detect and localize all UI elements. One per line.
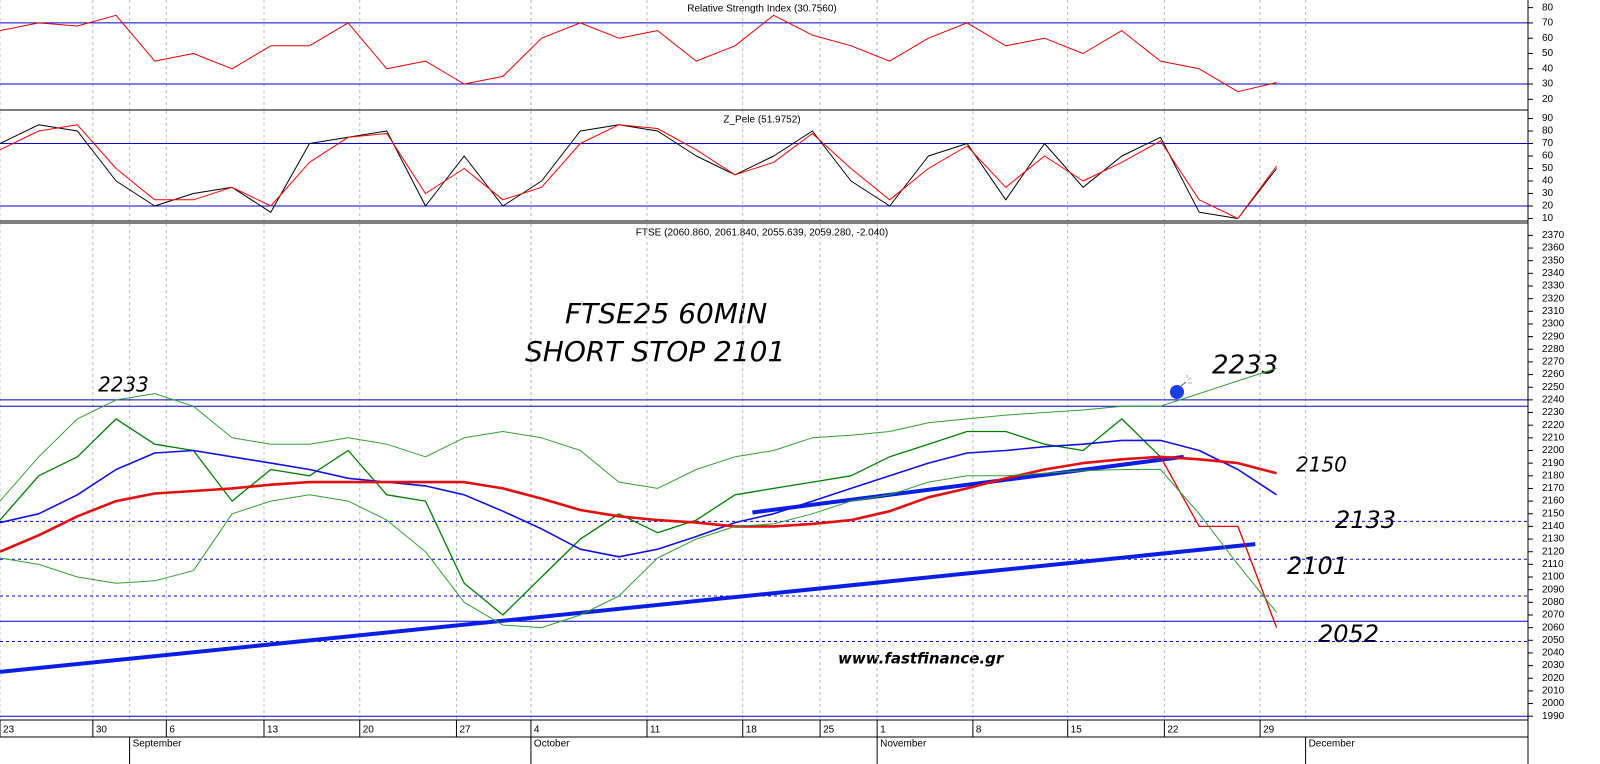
panel-title: FTSE (2060.860, 2061.840, 2055.639, 2059…	[636, 228, 888, 239]
month-label: December	[1309, 739, 1356, 750]
y-tick-label: 70	[1542, 138, 1554, 149]
series-line	[0, 124, 1277, 219]
series-line	[0, 14, 1277, 93]
y-tick-label: 10	[1542, 213, 1554, 224]
y-tick-label: 2190	[1542, 458, 1565, 469]
y-tick-label: 2330	[1542, 281, 1565, 292]
x-tick-label: 1	[880, 725, 886, 736]
y-tick-label: 1990	[1542, 711, 1565, 722]
y-tick-label: 2340	[1542, 268, 1565, 279]
annotation: 2150	[1296, 453, 1347, 477]
panel-title: Z_Pele (51.9752)	[723, 115, 800, 126]
annotation: 2052	[1318, 620, 1379, 648]
month-label: October	[534, 739, 570, 750]
x-tick-label: 29	[1263, 725, 1275, 736]
month-label: September	[133, 739, 183, 750]
y-tick-label: 20	[1542, 94, 1554, 105]
y-tick-label: 2150	[1542, 508, 1565, 519]
y-tick-label: 2010	[1542, 686, 1565, 697]
annotation: 2133	[1335, 506, 1396, 534]
annotation: www.fastfinance.gr	[838, 650, 1005, 668]
y-tick-label: 2080	[1542, 597, 1565, 608]
annotation: 2101	[1287, 552, 1348, 580]
y-tick-label: 60	[1542, 33, 1554, 44]
y-tick-label: 2260	[1542, 369, 1565, 380]
panel-title: Relative Strength Index (30.7560)	[687, 4, 837, 15]
y-tick-label: 2370	[1542, 230, 1565, 241]
y-tick-label: 2140	[1542, 521, 1565, 532]
y-tick-label: 2090	[1542, 584, 1565, 595]
x-tick-label: 15	[1071, 725, 1083, 736]
y-tick-label: 2050	[1542, 635, 1565, 646]
x-tick-label: 18	[746, 725, 758, 736]
series-line	[0, 439, 1278, 558]
y-tick-label: 60	[1542, 151, 1554, 162]
annotation: FTSE25 60MIN	[565, 297, 767, 330]
y-tick-label: 2000	[1542, 698, 1565, 709]
y-tick-label: 2220	[1542, 420, 1565, 431]
y-tick-label: 50	[1542, 163, 1554, 174]
y-tick-label: 40	[1542, 176, 1554, 187]
y-tick-label: 2360	[1542, 243, 1565, 254]
series-line	[0, 455, 1277, 553]
x-tick-label: 23	[3, 725, 15, 736]
y-tick-label: 90	[1542, 113, 1554, 124]
y-tick-label: 80	[1542, 126, 1554, 137]
x-tick-label: 13	[267, 725, 279, 736]
x-tick-label: 25	[823, 725, 835, 736]
y-tick-label: 70	[1542, 18, 1554, 29]
x-tick-label: 8	[976, 725, 982, 736]
x-tick-label: 30	[96, 725, 108, 736]
bomb-icon	[1170, 375, 1192, 399]
y-tick-label: 30	[1542, 188, 1554, 199]
trend-line	[0, 542, 1256, 674]
series-line	[0, 124, 1278, 219]
y-tick-label: 2160	[1542, 496, 1565, 507]
y-tick-label: 2120	[1542, 546, 1565, 557]
y-tick-label: 2110	[1542, 559, 1564, 570]
x-tick-label: 20	[363, 725, 375, 736]
y-tick-label: 2240	[1542, 395, 1565, 406]
y-tick-label: 2210	[1542, 432, 1565, 443]
series-line	[0, 469, 1277, 629]
y-tick-label: 2100	[1542, 572, 1565, 583]
y-tick-label: 2290	[1542, 331, 1565, 342]
annotation: SHORT STOP 2101	[525, 335, 785, 368]
y-tick-label: 2130	[1542, 534, 1565, 545]
y-tick-label: 80	[1542, 2, 1554, 13]
y-tick-label: 2250	[1542, 382, 1565, 393]
y-tick-label: 2180	[1542, 470, 1565, 481]
y-tick-label: 2040	[1542, 648, 1565, 659]
y-tick-label: 50	[1542, 48, 1554, 59]
series-line	[0, 367, 1277, 502]
y-tick-label: 2230	[1542, 407, 1565, 418]
y-tick-label: 2060	[1542, 622, 1565, 633]
annotation: 2233	[1212, 351, 1278, 381]
y-tick-label: 2350	[1542, 255, 1565, 266]
y-tick-label: 20	[1542, 201, 1554, 212]
annotation: 2233	[98, 373, 149, 397]
x-tick-label: 6	[169, 725, 175, 736]
y-tick-label: 2070	[1542, 610, 1565, 621]
x-tick-label: 4	[534, 725, 540, 736]
x-tick-label: 11	[650, 725, 661, 736]
y-tick-label: 2170	[1542, 483, 1565, 494]
trend-line	[752, 454, 1184, 515]
y-tick-label: 2200	[1542, 445, 1565, 456]
x-tick-label: 27	[459, 725, 471, 736]
month-label: November	[880, 739, 927, 750]
y-tick-label: 2310	[1542, 306, 1565, 317]
x-tick-label: 22	[1167, 725, 1179, 736]
y-tick-label: 2320	[1542, 293, 1565, 304]
y-tick-label: 2030	[1542, 660, 1565, 671]
y-tick-label: 40	[1542, 63, 1554, 74]
y-tick-label: 30	[1542, 79, 1554, 90]
y-tick-label: 2280	[1542, 344, 1565, 355]
y-tick-label: 2270	[1542, 357, 1565, 368]
y-tick-label: 2300	[1542, 319, 1565, 330]
y-tick-label: 2020	[1542, 673, 1565, 684]
